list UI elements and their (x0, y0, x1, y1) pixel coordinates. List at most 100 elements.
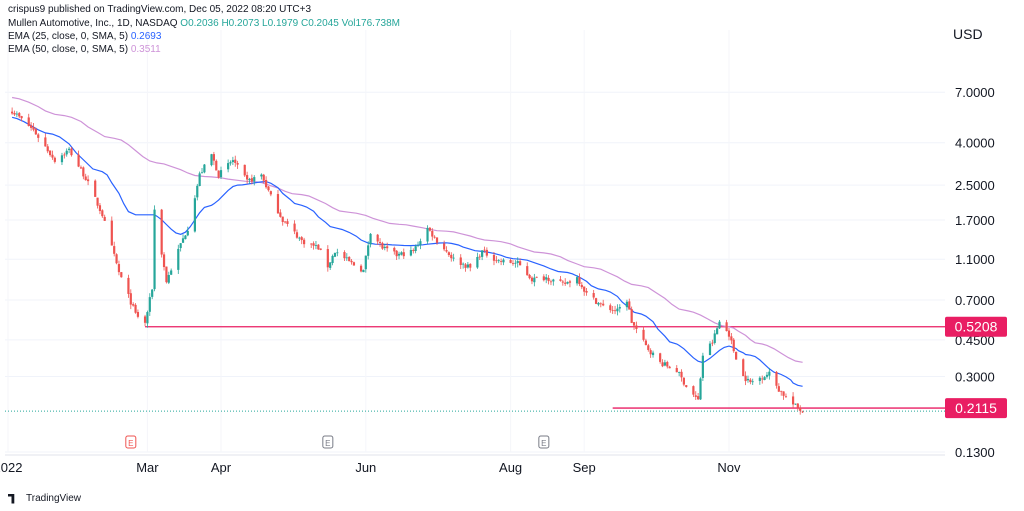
candle-body (82, 167, 85, 177)
candle-body (378, 241, 382, 244)
candle-body (70, 148, 73, 156)
candle-body (300, 237, 303, 241)
candle-body (46, 146, 49, 152)
candle-body (775, 371, 778, 386)
candle-body (248, 178, 251, 181)
candle-body (153, 209, 156, 290)
candle-body (295, 232, 299, 238)
candle-body (542, 276, 545, 281)
earnings-marker-label: E (541, 439, 546, 448)
candle-body (777, 386, 780, 392)
level-price-tag (945, 398, 1007, 419)
candle-body (329, 262, 332, 268)
candle-body (632, 322, 636, 326)
candle-body (469, 263, 472, 268)
candle-body (616, 308, 619, 312)
candle-body (103, 216, 106, 221)
candle-body (229, 162, 232, 164)
candle-body (200, 172, 204, 174)
candle-body (547, 277, 550, 282)
x-tick-label: Jun (355, 460, 376, 475)
candle-body (613, 310, 617, 312)
candle-body (742, 359, 745, 377)
candle-body (217, 170, 220, 178)
candle-body (210, 154, 213, 166)
y-tick-label: 1.7000 (955, 213, 995, 228)
candle-body (746, 378, 750, 381)
candle-body (708, 343, 712, 356)
candle-body (675, 368, 678, 373)
legend-low: L0.1979 (262, 18, 299, 29)
candle-body (86, 179, 90, 182)
ema25-series (11, 116, 803, 387)
y-tick-label: 0.1300 (955, 445, 995, 460)
candle-body (735, 351, 738, 360)
candle-body (685, 385, 688, 387)
candle-body (34, 129, 37, 135)
candle-body (483, 249, 486, 251)
level-price-tag (945, 316, 1007, 337)
candle-body (231, 160, 234, 163)
candle-body (293, 223, 296, 232)
candle-body (680, 371, 683, 378)
candle-body (286, 221, 289, 224)
candle-body (511, 263, 515, 264)
candle-body (127, 277, 130, 294)
x-tick-label: Apr (211, 460, 232, 475)
candle-body (545, 277, 548, 280)
candle-body (348, 256, 351, 262)
candle-body (594, 298, 598, 304)
candle-body (435, 237, 439, 243)
candle-body (186, 230, 189, 236)
candle-body (15, 113, 18, 115)
tradingview-logo-icon (8, 493, 15, 504)
candle-body (369, 233, 372, 245)
legend-open: O0.2036 (180, 18, 219, 29)
candle-body (359, 265, 363, 272)
candle-body (383, 246, 386, 249)
candle-body (51, 154, 54, 158)
legend-volume: Vol176.738M (341, 18, 400, 29)
candle-body (350, 260, 353, 263)
earnings-marker (322, 435, 334, 449)
candle-body (711, 342, 714, 344)
candle-body (758, 377, 761, 381)
candle-body (642, 329, 645, 340)
currency-label: USD (953, 26, 983, 42)
candle-body (682, 377, 685, 385)
candle-body (243, 164, 246, 176)
candlestick-series (11, 107, 804, 415)
candle-body (649, 350, 652, 355)
candle-body (367, 245, 370, 256)
price-axis[interactable]: 7.00004.00002.50001.70001.10000.70000.45… (955, 85, 995, 460)
earnings-marker (538, 435, 550, 449)
candle-body (668, 366, 671, 369)
earnings-marker-label: E (325, 439, 330, 448)
x-tick-label: Aug (499, 460, 522, 475)
candle-body (98, 205, 102, 212)
legend-ema25[interactable]: EMA (25, close, 0, SMA, 5) 0.2693 (8, 31, 161, 42)
candle-body (219, 170, 223, 178)
candle-body (196, 185, 199, 198)
candle-body (181, 238, 185, 243)
candle-body (198, 173, 201, 187)
y-tick-label: 7.0000 (955, 85, 995, 100)
candle-body (568, 281, 572, 283)
candle-body (110, 220, 113, 246)
candle-body (701, 355, 704, 378)
candle-body (730, 336, 733, 341)
candle-body (426, 227, 429, 242)
candle-body (310, 243, 313, 245)
ema25-label: EMA (25, close, 0, SMA, 5) (8, 31, 129, 42)
candle-body (409, 250, 413, 256)
tradingview-footer[interactable]: TradingView (8, 493, 81, 504)
candle-body (492, 254, 496, 261)
candle-body (466, 264, 469, 268)
candle-body (602, 303, 605, 306)
legend-ema50[interactable]: EMA (50, close, 0, SMA, 5) 0.3511 (8, 44, 161, 55)
candle-body (234, 159, 237, 163)
time-axis[interactable]: 2022 Mar Apr Jun Aug Sep Nov (0, 460, 741, 475)
candle-body (262, 174, 265, 181)
